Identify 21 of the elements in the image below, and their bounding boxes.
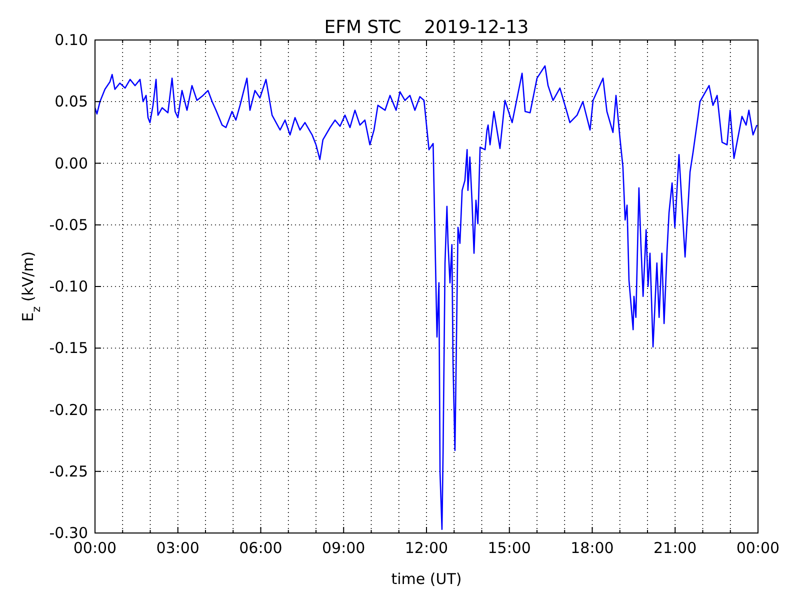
x-tick-label: 06:00 bbox=[239, 539, 282, 557]
y-tick-label: 0.10 bbox=[54, 31, 88, 49]
x-tick-label: 12:00 bbox=[404, 539, 448, 557]
y-tick-label: -0.30 bbox=[49, 524, 88, 542]
y-tick-label: -0.10 bbox=[49, 278, 88, 296]
x-tick-label: 09:00 bbox=[322, 539, 366, 557]
y-tick-label: -0.20 bbox=[49, 400, 88, 419]
x-tick-label: 21:00 bbox=[654, 539, 697, 557]
x-tick-label: 15:00 bbox=[488, 539, 531, 557]
y-tick-label: 0.00 bbox=[54, 154, 88, 172]
x-tick-label: 00:00 bbox=[736, 539, 780, 557]
line-series bbox=[95, 65, 758, 530]
y-tick-label: -0.25 bbox=[49, 462, 88, 480]
chart-title: EFM STC 2019-12-13 bbox=[324, 17, 529, 38]
y-tick-label: 0.05 bbox=[54, 92, 88, 111]
y-tick-label: -0.05 bbox=[49, 216, 88, 234]
x-axis-title: time (UT) bbox=[391, 570, 462, 588]
y-tick-label: -0.15 bbox=[49, 339, 88, 358]
x-tick-label: 03:00 bbox=[156, 539, 200, 557]
x-tick-label: 18:00 bbox=[570, 539, 614, 557]
x-tick-label: 00:00 bbox=[73, 539, 117, 557]
